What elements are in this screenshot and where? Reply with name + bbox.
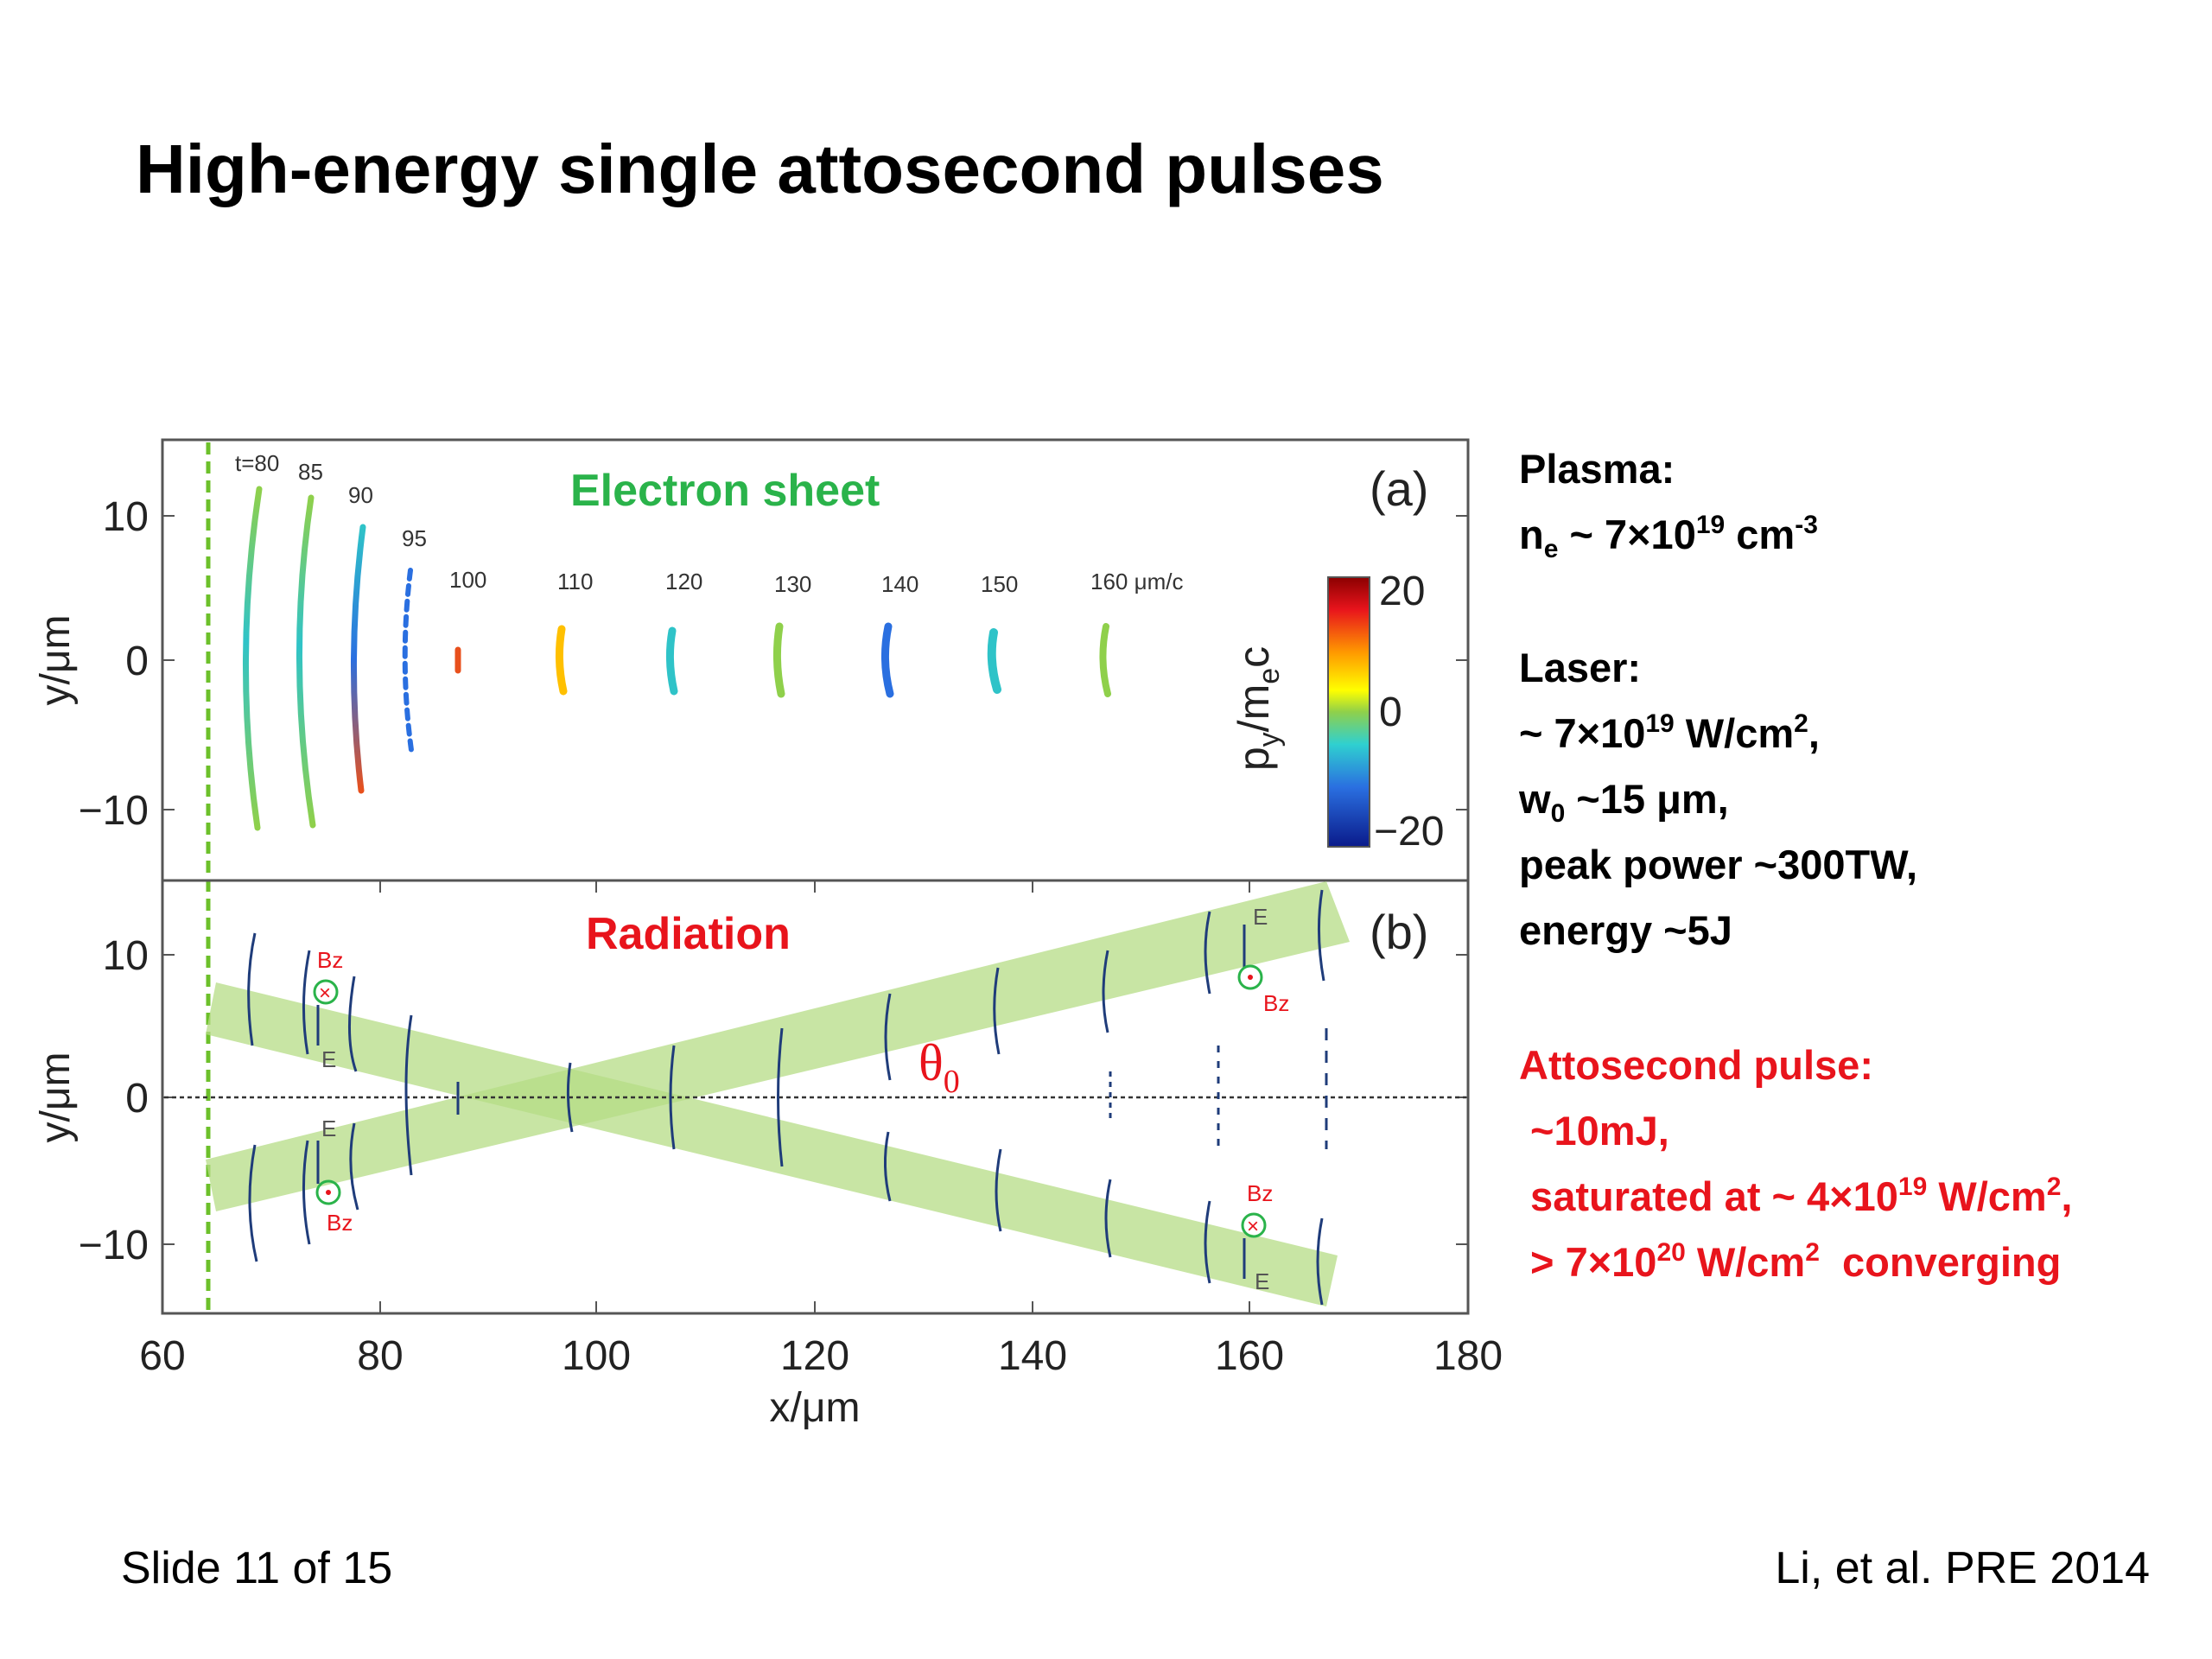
time-label: t=80 [235, 450, 279, 476]
colorbar-tick: −20 [1374, 809, 1444, 855]
laser-waist: w0 ~15 μm, [1519, 776, 1729, 828]
time-label: 160 μm/c [1090, 569, 1183, 594]
wavefronts [247, 889, 1328, 1306]
bz-label: Bz [317, 947, 343, 973]
laser-intensity: ~ 7×1019 W/cm2, [1519, 709, 1820, 756]
colorbar-label-p: p [1230, 747, 1278, 771]
x-axis-label: x/μm [770, 1385, 861, 1431]
laser-power: peak power ~300TW, [1519, 842, 1918, 887]
colorbar-label-c: c [1230, 646, 1278, 668]
time-label: 150 [981, 571, 1018, 597]
time-label: 110 [557, 569, 593, 594]
colorbar [1327, 576, 1370, 848]
panel-b-label: Radiation [586, 909, 791, 959]
atto-heading: Attosecond pulse: [1519, 1042, 1873, 1088]
x-tick-label: 180 [1433, 1333, 1503, 1379]
bz-into-icon [1241, 1212, 1267, 1238]
y-tick-label: −10 [79, 1223, 149, 1268]
field-vectors: Bz × E E Bz E Bz Bz × E [313, 904, 1289, 1294]
plasma-heading: Plasma: [1519, 446, 1675, 492]
colorbar-ticks: 20 0 −20 [1374, 569, 1444, 855]
attosecond-block: Attosecond pulse: ~10mJ, saturated at ~ … [1519, 1033, 2072, 1295]
bz-into-icon: × [1247, 1215, 1259, 1238]
panel-b-tag: (b) [1370, 905, 1428, 959]
bz-label: Bz [1247, 1180, 1273, 1206]
laser-energy: energy ~5J [1519, 907, 1732, 953]
theta-label: θ0 [918, 1034, 960, 1100]
x-tick-label: 140 [998, 1333, 1067, 1379]
bz-label: Bz [327, 1210, 353, 1236]
theta-sub: 0 [944, 1064, 960, 1100]
time-label: 140 [881, 571, 918, 597]
citation: Li, et al. PRE 2014 [1775, 1543, 2150, 1593]
time-label: 130 [774, 571, 811, 597]
panel-a-ytick-labels: 10 0 −10 [79, 494, 149, 834]
colorbar-label-sub: y [1253, 732, 1286, 747]
atto-energy: ~10mJ, [1519, 1108, 1669, 1154]
svg-text:py/mec: py/mec [1230, 646, 1286, 771]
bz-label: Bz [1263, 990, 1289, 1016]
time-labels: t=80 85 90 95 100 110 120 130 140 150 16… [235, 450, 1183, 597]
y-tick-label: 10 [103, 494, 149, 540]
time-label: 95 [402, 525, 427, 551]
x-tick-label: 160 [1215, 1333, 1284, 1379]
y-tick-label: 0 [125, 639, 149, 684]
panel-a-ylabel: y/μm [33, 615, 79, 706]
plasma-block: Plasma: ne ~ 7×1019 cm-3 [1519, 436, 1818, 568]
bz-out-dot [1248, 975, 1253, 980]
laser-heading: Laser: [1519, 645, 1642, 690]
bz-out-icon [1237, 964, 1263, 990]
atto-saturation: saturated at ~ 4×1019 W/cm2, [1519, 1173, 2073, 1219]
panel-a-ticks [162, 515, 1468, 810]
x-tick-label: 60 [139, 1333, 185, 1379]
y-tick-label: 10 [103, 933, 149, 979]
panel-b-ylabel: y/μm [33, 1052, 79, 1143]
y-tick-label: −10 [79, 788, 149, 834]
electron-sheets [243, 486, 1111, 831]
colorbar-label-m: /m [1230, 684, 1278, 733]
time-label: 90 [348, 482, 373, 508]
colorbar-tick: 0 [1379, 690, 1402, 735]
radiation-beams [206, 881, 1350, 1306]
e-label: E [321, 1116, 336, 1141]
x-tick-label: 80 [357, 1333, 403, 1379]
colorbar-label-sub2: e [1253, 668, 1286, 684]
e-label: E [321, 1046, 336, 1072]
bz-into-icon: × [319, 982, 331, 1005]
bz-out-dot [326, 1190, 331, 1195]
atto-converging: > 7×1020 W/cm2 converging [1519, 1238, 2062, 1285]
x-tick-label: 100 [562, 1333, 631, 1379]
panel-a-label: Electron sheet [570, 466, 880, 516]
colorbar-label: py/mec [1230, 646, 1286, 771]
bz-out-icon [315, 1179, 341, 1205]
time-label: 100 [449, 567, 486, 593]
laser-block: Laser: ~ 7×1019 W/cm2, w0 ~15 μm, peak p… [1519, 635, 1917, 963]
time-label: 85 [298, 459, 323, 485]
e-label: E [1253, 904, 1268, 930]
plasma-density: ne ~ 7×1019 cm-3 [1519, 511, 1818, 563]
y-tick-label: 0 [125, 1076, 149, 1122]
x-tick-labels: 60 80 100 120 140 160 180 [139, 1333, 1503, 1379]
colorbar-tick: 20 [1379, 569, 1425, 614]
slide-number: Slide 11 of 15 [121, 1543, 393, 1593]
panel-a-tag: (a) [1370, 461, 1428, 516]
slide-title: High-energy single attosecond pulses [136, 130, 1384, 207]
panel-b-ytick-labels: 10 0 −10 [79, 933, 149, 1268]
theta-symbol: θ [918, 1034, 944, 1091]
e-label: E [1255, 1268, 1269, 1294]
time-label: 120 [665, 569, 702, 594]
x-tick-label: 120 [780, 1333, 849, 1379]
bz-into-icon [313, 979, 339, 1005]
